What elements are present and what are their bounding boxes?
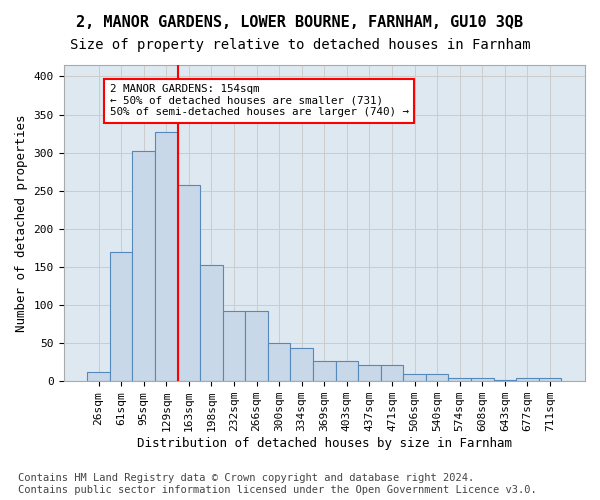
Bar xyxy=(133,151,155,381)
Bar xyxy=(313,360,335,381)
Bar xyxy=(245,311,268,381)
Bar xyxy=(290,348,313,381)
Bar xyxy=(381,365,403,381)
Y-axis label: Number of detached properties: Number of detached properties xyxy=(15,114,28,332)
Bar xyxy=(335,362,358,381)
Bar xyxy=(110,252,133,381)
Bar xyxy=(539,378,561,381)
Bar xyxy=(223,311,245,381)
Text: 2, MANOR GARDENS, LOWER BOURNE, FARNHAM, GU10 3QB: 2, MANOR GARDENS, LOWER BOURNE, FARNHAM,… xyxy=(76,15,524,30)
Bar xyxy=(516,378,539,381)
Bar xyxy=(403,374,426,381)
Bar xyxy=(87,372,110,381)
Bar xyxy=(448,378,471,381)
Bar xyxy=(200,264,223,381)
Bar xyxy=(471,378,494,381)
Bar xyxy=(494,380,516,381)
Text: 2 MANOR GARDENS: 154sqm
← 50% of detached houses are smaller (731)
50% of semi-d: 2 MANOR GARDENS: 154sqm ← 50% of detache… xyxy=(110,84,409,117)
X-axis label: Distribution of detached houses by size in Farnham: Distribution of detached houses by size … xyxy=(137,437,512,450)
Bar xyxy=(426,374,448,381)
Text: Size of property relative to detached houses in Farnham: Size of property relative to detached ho… xyxy=(70,38,530,52)
Text: Contains HM Land Registry data © Crown copyright and database right 2024.
Contai: Contains HM Land Registry data © Crown c… xyxy=(18,474,537,495)
Bar xyxy=(268,343,290,381)
Bar xyxy=(358,365,381,381)
Bar xyxy=(178,184,200,381)
Bar xyxy=(155,132,178,381)
